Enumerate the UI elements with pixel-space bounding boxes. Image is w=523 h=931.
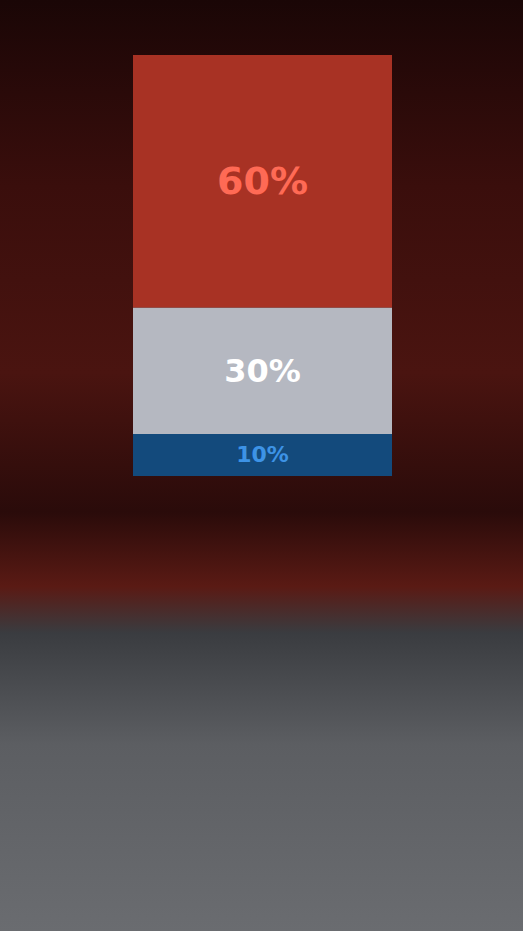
svg-text:10%: 10%	[236, 442, 289, 467]
svg-text:30%: 30%	[224, 352, 301, 390]
svg-text:60%: 60%	[217, 159, 308, 203]
